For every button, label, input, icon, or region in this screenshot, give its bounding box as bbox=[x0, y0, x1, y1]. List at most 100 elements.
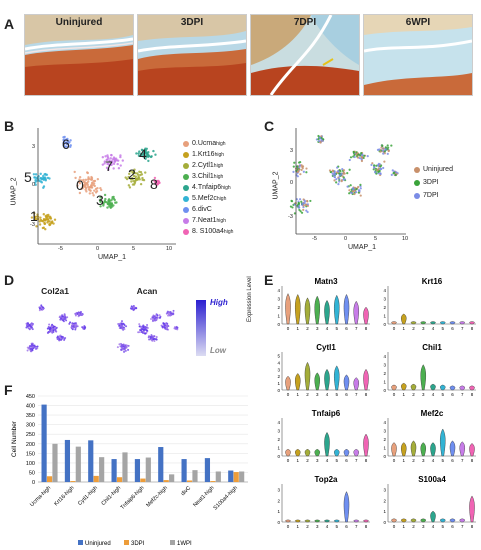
feature-cell bbox=[30, 326, 33, 329]
bar bbox=[192, 470, 198, 482]
umap-cell bbox=[136, 172, 139, 175]
umap-cell bbox=[99, 200, 102, 204]
umap-cell bbox=[145, 152, 149, 156]
umap-cell bbox=[90, 175, 93, 179]
feature-cell bbox=[155, 336, 158, 339]
cluster-number-8: 8 bbox=[150, 176, 158, 192]
violin-shape bbox=[295, 519, 301, 523]
umap-cell bbox=[293, 161, 296, 164]
tile-label: 7DPI bbox=[293, 17, 317, 28]
umap-cell bbox=[49, 217, 53, 220]
feature-cell bbox=[144, 332, 147, 335]
violin-shape bbox=[285, 375, 291, 391]
umap-cell bbox=[382, 152, 385, 155]
violin-xtick: 4 bbox=[432, 458, 435, 463]
violin-shape bbox=[353, 300, 359, 325]
umap-cell bbox=[127, 175, 130, 179]
violin-xtick: 1 bbox=[402, 458, 405, 463]
violin-shape bbox=[391, 442, 397, 457]
feature-cell bbox=[48, 328, 51, 331]
b-xtick: -5 bbox=[58, 246, 63, 252]
violin-xtick: 5 bbox=[441, 392, 444, 397]
cluster-number-1: 1 bbox=[30, 208, 38, 224]
violin-shape bbox=[285, 293, 291, 325]
violin-xtick: 7 bbox=[461, 326, 464, 331]
violin-ytick: 0 bbox=[383, 322, 386, 327]
umap-cell bbox=[38, 179, 41, 183]
violin-shape bbox=[334, 519, 340, 523]
violin-ytick: 3 bbox=[383, 429, 386, 434]
umap-cell bbox=[348, 168, 351, 171]
feature-cell bbox=[142, 330, 145, 333]
violin-ytick: 4 bbox=[277, 420, 280, 425]
umap-cell bbox=[104, 197, 107, 201]
umap-cell bbox=[104, 155, 107, 158]
violin-xtick: 4 bbox=[326, 326, 329, 331]
feature-cell bbox=[162, 322, 165, 325]
umap-cell bbox=[103, 162, 106, 165]
umap-cell bbox=[90, 185, 93, 188]
umap-cell bbox=[109, 157, 112, 160]
umap-cell bbox=[333, 175, 337, 179]
feature-cell bbox=[121, 346, 124, 349]
bar-category-label: Cytl1-high bbox=[77, 485, 99, 507]
umap-cell bbox=[63, 145, 67, 148]
violin-shape bbox=[469, 495, 475, 523]
umap-cell bbox=[352, 150, 355, 154]
bar bbox=[163, 480, 169, 482]
umap-cell bbox=[30, 216, 34, 219]
feature-cell bbox=[71, 323, 74, 326]
violin-xtick: 8 bbox=[365, 326, 368, 331]
umap-cell bbox=[138, 170, 141, 173]
umap-cell bbox=[92, 194, 95, 197]
violin-ytick: 0 bbox=[277, 454, 280, 459]
umap-cell bbox=[34, 218, 37, 221]
violin-xtick: 8 bbox=[365, 392, 368, 397]
feature-cell bbox=[64, 336, 67, 339]
umap-cell bbox=[33, 176, 37, 179]
violin-shape bbox=[363, 433, 369, 457]
umap-cell bbox=[116, 162, 119, 166]
violin-ytick: 0 bbox=[277, 520, 280, 525]
feature-cell bbox=[144, 328, 147, 331]
violin-shape bbox=[314, 519, 320, 523]
umap-cell bbox=[133, 168, 136, 171]
umap-cell bbox=[359, 187, 362, 190]
bar-ytick: 200 bbox=[26, 442, 35, 448]
umap-cell bbox=[309, 199, 312, 203]
violin-ytick: 2 bbox=[277, 498, 280, 503]
violin-shape bbox=[324, 431, 330, 457]
bar-category-label: Mef2c-high bbox=[145, 485, 168, 508]
umap-cell bbox=[134, 175, 138, 178]
violin-ylabel: Expression Level bbox=[247, 276, 253, 322]
violin-xtick: 5 bbox=[441, 524, 444, 529]
umap-cell bbox=[105, 166, 109, 170]
legend-swatch bbox=[183, 206, 189, 213]
violin-shape bbox=[343, 374, 350, 391]
feature-cell bbox=[31, 324, 34, 327]
violin-ytick: 1 bbox=[277, 381, 280, 386]
umap-cell bbox=[130, 180, 133, 183]
umap-cell bbox=[41, 177, 44, 180]
feature-cell bbox=[40, 307, 43, 310]
feature-cell bbox=[74, 328, 77, 331]
umap-cell bbox=[128, 186, 132, 189]
umap-cell bbox=[119, 154, 122, 157]
umap-cell bbox=[82, 180, 86, 184]
legend-item: 6.divC bbox=[183, 206, 212, 213]
umap-cell bbox=[141, 153, 144, 156]
umap-cell bbox=[106, 206, 109, 209]
violin-shape bbox=[363, 368, 369, 391]
feature-cell bbox=[123, 350, 126, 353]
violin-shape bbox=[449, 518, 456, 523]
feature-cell bbox=[117, 322, 120, 325]
umap-cell bbox=[78, 175, 82, 179]
umap-cell bbox=[346, 172, 349, 175]
umap-cell bbox=[382, 166, 385, 170]
b-ytick: 3 bbox=[32, 144, 36, 150]
bar bbox=[233, 472, 239, 482]
umap-cell bbox=[333, 170, 336, 173]
violin-ytick: 1 bbox=[277, 446, 280, 451]
bar bbox=[140, 478, 146, 482]
bar-category-label: S100a4-high bbox=[213, 485, 239, 511]
